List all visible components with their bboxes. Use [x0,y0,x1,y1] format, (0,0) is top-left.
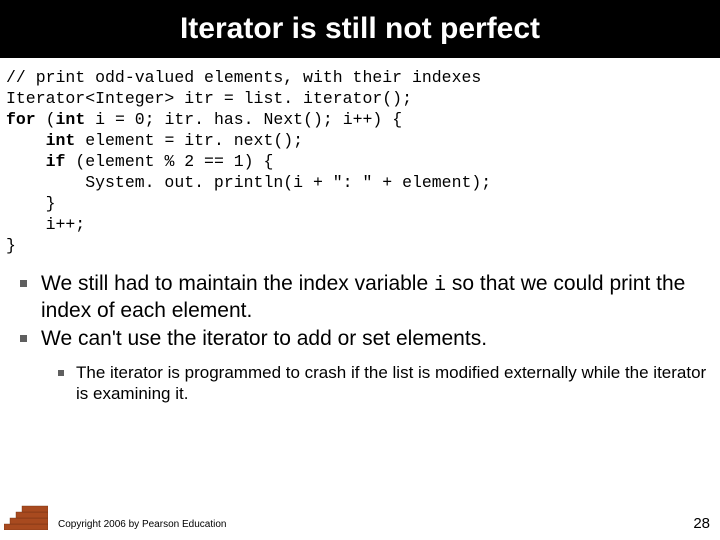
stairs-icon [4,502,48,530]
code-block: // print odd-valued elements, with their… [0,58,720,257]
code-kw: int [56,110,86,129]
code-text: ( [36,110,56,129]
content-area: We still had to maintain the index varia… [0,257,720,405]
page-number: 28 [693,515,710,532]
code-line: } [6,194,56,213]
bullet-icon [20,280,27,287]
copyright-text: Copyright 2006 by Pearson Education [58,519,226,530]
bullet-icon [58,370,64,376]
code-line: Iterator<Integer> itr = list. iterator()… [6,89,412,108]
sub-bullet-item: The iterator is programmed to crash if t… [10,362,710,405]
code-line: } [6,236,16,255]
text-mono: i [434,274,446,297]
bullet-text: We still had to maintain the index varia… [41,271,710,324]
code-line: System. out. println(i + ": " + element)… [6,173,491,192]
code-kw: int [46,131,76,150]
title-bar: Iterator is still not perfect [0,0,720,58]
code-text: element = itr. next(); [75,131,303,150]
footer: Copyright 2006 by Pearson Education [0,502,720,532]
code-line: // print odd-valued elements, with their… [6,68,481,87]
text-span: We still had to maintain the index varia… [41,272,434,295]
slide-title: Iterator is still not perfect [180,12,540,46]
sub-bullet-text: The iterator is programmed to crash if t… [76,362,710,405]
code-kw: if [46,152,66,171]
bullet-icon [20,335,27,342]
bullet-item: We still had to maintain the index varia… [10,271,710,324]
code-text [6,131,46,150]
code-text: i = 0; itr. has. Next(); i++) { [85,110,402,129]
code-text: (element % 2 == 1) { [65,152,273,171]
code-line: i++; [6,215,85,234]
bullet-item: We can't use the iterator to add or set … [10,326,710,352]
code-text [6,152,46,171]
code-kw: for [6,110,36,129]
bullet-text: We can't use the iterator to add or set … [41,326,487,352]
